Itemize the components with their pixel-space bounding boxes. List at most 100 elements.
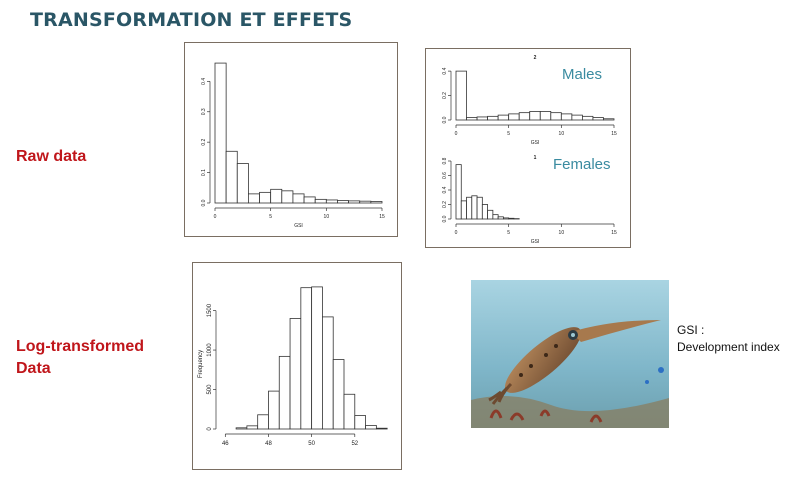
- log-y-tick-label: 1000: [207, 343, 213, 357]
- log-bar: [235, 427, 248, 430]
- males-x-tick-label: 10: [559, 131, 565, 137]
- males-x-tick-label: 0: [455, 131, 458, 137]
- gsi-note: GSI : Development index: [677, 322, 780, 356]
- females-y-tick-label: 0.8: [442, 157, 448, 164]
- log-bar: [354, 415, 366, 430]
- females-histogram-svg: 0 5 10 15 0.0 0.2 0.4 0.6 0.8 GSI 1: [442, 155, 617, 245]
- females-y-tick-label: 0.0: [442, 215, 448, 222]
- log-bar: [311, 286, 323, 430]
- log-label-line2: Data: [16, 360, 51, 377]
- raw-bar: [225, 150, 238, 204]
- raw-bar: [303, 196, 316, 204]
- males-bar: [529, 111, 541, 121]
- sex-histograms-frame: 0 5 10 15 0.0 0.2 0.4 GSI 2 0 5 10 15 0.0 0.2 0.4 0.6 0.…: [425, 48, 631, 248]
- females-bar: [492, 214, 499, 220]
- raw-y-tick-label: 0.0: [201, 199, 207, 206]
- raw-bar: [259, 191, 272, 204]
- males-bar: [508, 113, 520, 121]
- raw-bar: [214, 62, 227, 204]
- raw-y-tick-label: 0.4: [201, 78, 207, 85]
- squid-photo: [471, 280, 669, 428]
- log-bar: [332, 359, 345, 430]
- females-x-tick-label: 15: [611, 230, 617, 236]
- males-bar: [581, 115, 594, 121]
- log-x-tick-label: 48: [265, 441, 272, 447]
- females-x-tick-label: 0: [455, 230, 458, 236]
- log-y-tick-label: 0: [207, 427, 213, 431]
- raw-bar: [325, 199, 338, 204]
- raw-x-label: GSI: [294, 223, 303, 229]
- log-bar: [300, 287, 313, 430]
- raw-bar: [292, 193, 305, 204]
- females-bar: [503, 217, 510, 220]
- log-bar: [375, 427, 388, 430]
- raw-y-tick-label: 0.1: [201, 169, 207, 176]
- females-bar: [508, 217, 515, 220]
- raw-y-tick-label: 0.3: [201, 108, 207, 115]
- females-bar: [455, 164, 462, 220]
- raw-x-tick-label: 10: [324, 214, 330, 220]
- raw-bar: [370, 201, 383, 204]
- log-bar: [322, 316, 334, 430]
- males-bar: [550, 112, 562, 121]
- slide-title: TRANSFORMATION ET EFFETS: [30, 9, 353, 31]
- log-histogram-frame: 46 48 50 52 0 500 1000 1500 Frequency: [192, 262, 402, 470]
- squid-image: [471, 280, 669, 428]
- males-label: Males: [562, 66, 603, 83]
- females-chart-title: 1: [534, 155, 537, 161]
- raw-bar: [281, 190, 294, 204]
- females-bar: [476, 196, 483, 220]
- females-label: Females: [553, 156, 611, 173]
- females-bar: [481, 204, 488, 220]
- males-bar: [497, 114, 510, 121]
- raw-histogram-frame: 0 5 10 15 0.0 0.1 0.2 0.3 0.4 GSI: [184, 42, 398, 237]
- raw-x-tick-label: 0: [214, 214, 217, 220]
- males-y-tick-label: 0.4: [442, 67, 448, 74]
- males-bar: [560, 113, 573, 121]
- males-chart-title: 2: [534, 55, 537, 61]
- females-y-tick-label: 0.2: [442, 201, 448, 208]
- gsi-note-line2: Development index: [677, 340, 780, 354]
- raw-data-label: Raw data: [16, 148, 87, 165]
- raw-y-tick-label: 0.2: [201, 138, 207, 145]
- males-x-tick-label: 5: [507, 131, 510, 137]
- raw-bar: [270, 188, 283, 204]
- females-y-tick-label: 0.4: [442, 186, 448, 193]
- females-bar: [497, 216, 504, 220]
- log-x-tick-label: 50: [308, 441, 315, 447]
- log-bar: [365, 425, 377, 430]
- raw-histogram-svg: 0 5 10 15 0.0 0.1 0.2 0.3 0.4 GSI: [201, 62, 385, 229]
- log-bar: [289, 318, 302, 430]
- females-y-tick-label: 0.6: [442, 172, 448, 179]
- raw-bar: [248, 193, 260, 204]
- log-label-line1: Log-transformed: [16, 338, 144, 355]
- raw-bar: [314, 198, 327, 204]
- log-transformed-label: Log-transformed Data: [16, 336, 144, 380]
- log-bar: [343, 393, 356, 430]
- raw-x-tick-label: 5: [269, 214, 272, 220]
- log-y-tick-label: 500: [207, 384, 213, 395]
- raw-bar: [348, 200, 361, 204]
- log-bar: [257, 414, 269, 430]
- raw-bar: [337, 200, 349, 204]
- log-histogram-svg: 46 48 50 52 0 500 1000 1500 Frequency: [198, 286, 388, 447]
- raw-bar: [236, 163, 249, 204]
- males-bar: [518, 112, 531, 121]
- females-x-tick-label: 10: [559, 230, 565, 236]
- log-bar: [268, 390, 280, 430]
- log-bar: [278, 355, 291, 430]
- log-x-tick-label: 52: [351, 441, 358, 447]
- males-histogram-svg: 0 5 10 15 0.0 0.2 0.4 GSI 2: [442, 55, 617, 146]
- males-x-tick-label: 15: [611, 131, 617, 137]
- females-bar: [487, 209, 494, 220]
- raw-x-tick-label: 15: [379, 214, 385, 220]
- raw-bar: [359, 200, 372, 204]
- males-x-label: GSI: [531, 140, 540, 146]
- gsi-note-line1: GSI :: [677, 323, 705, 337]
- males-y-tick-label: 0.0: [442, 116, 448, 123]
- log-y-label: Frequency: [198, 350, 204, 378]
- log-bar: [246, 425, 259, 430]
- females-bar: [460, 200, 467, 220]
- males-bar: [476, 116, 488, 121]
- females-x-label: GSI: [531, 239, 540, 245]
